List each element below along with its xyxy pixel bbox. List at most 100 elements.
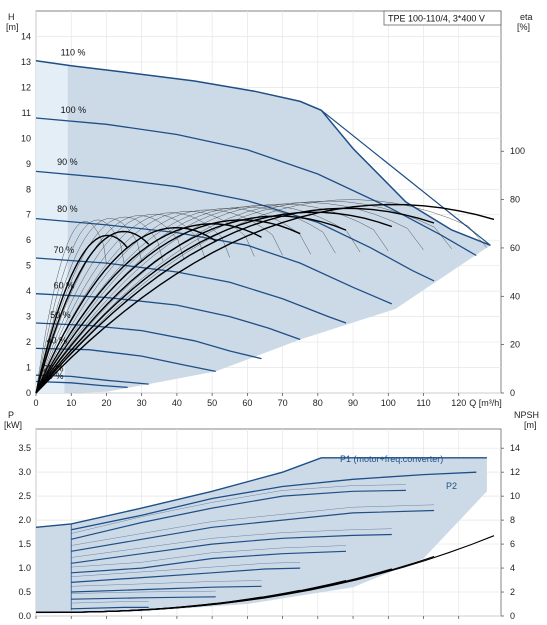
- eta-curve: [35, 215, 347, 394]
- y2-tick-label: 80: [510, 195, 520, 205]
- low-flow-area: [36, 60, 68, 393]
- x-tick-label: 60: [242, 398, 252, 408]
- speed-curve-label: 50 %: [50, 310, 71, 320]
- y-tick-label: 2: [26, 337, 31, 347]
- x-tick-label: 30: [137, 398, 147, 408]
- x-tick-label: 100: [381, 398, 396, 408]
- x-axis-label: Q [m³/h]: [469, 398, 502, 408]
- y-tick-label: 11: [22, 108, 31, 118]
- eta-curve-thin: [35, 219, 125, 394]
- x-tick-label: 120: [451, 398, 466, 408]
- y2-tick-label: 20: [510, 340, 520, 350]
- y-tick-label: 10: [21, 133, 31, 143]
- eta-curve-thin: [35, 218, 142, 394]
- efficiency-curves: [35, 199, 495, 394]
- power-curve: [71, 533, 392, 564]
- power-curve-p1: [71, 528, 392, 558]
- power-axis-label: P [kW]: [4, 410, 22, 430]
- head-axis-ticks: 0 10 20 30 40 50 60 70 80 90 100 110 120 Q [m³/h]0123…: [21, 31, 525, 408]
- power-curve: [71, 550, 347, 574]
- y2-tick-label: 10: [510, 491, 520, 501]
- power-curve-p1: [71, 504, 435, 546]
- y-tick-label: 8: [26, 184, 31, 194]
- y-tick-label: 9: [26, 159, 31, 169]
- y-tick-label: 13: [21, 57, 31, 67]
- y-tick-label: 6: [26, 235, 31, 245]
- x-tick-label: 110: [416, 398, 430, 408]
- npsh-axis-label: NPSH [m]: [514, 410, 539, 430]
- y2-tick-label: 0: [510, 611, 515, 621]
- y2-tick-label: 14: [510, 443, 520, 453]
- speed-curve-label: 70 %: [54, 245, 75, 255]
- eta-curve: [35, 223, 262, 394]
- eta-curve-thin: [35, 212, 230, 394]
- speed-curve-label: 40 %: [47, 335, 68, 345]
- eta-curve-thin: [35, 215, 185, 394]
- y2-tick-label: 60: [510, 243, 520, 253]
- speed-curve: [35, 293, 301, 341]
- power-curve: [71, 489, 406, 540]
- y2-tick-label: 12: [510, 467, 520, 477]
- y-tick-label: 4: [26, 286, 31, 296]
- y-tick-label: 0.5: [18, 587, 31, 597]
- x-tick-label: 40: [172, 398, 182, 408]
- p1-series-label: P1 (motor+freq.converter): [340, 454, 443, 464]
- eta-curve-thin: [35, 216, 163, 394]
- x-tick-label: 20: [101, 398, 111, 408]
- speed-curve-label: 20 %: [43, 371, 64, 381]
- power-curves: [35, 457, 487, 611]
- y-tick-label: 1.5: [18, 539, 31, 549]
- eta-curve-thin: [35, 213, 206, 394]
- x-tick-label: 80: [313, 398, 323, 408]
- speed-curve: [35, 322, 262, 360]
- x-tick-label: 0: [33, 398, 38, 408]
- y2-tick-label: 6: [510, 539, 515, 549]
- eta-curve: [35, 211, 393, 394]
- y-tick-label: 5: [26, 261, 31, 271]
- power-curve-p1: [71, 484, 406, 534]
- power-curve-p1: [71, 590, 216, 594]
- speed-curve-label: 100 %: [61, 105, 87, 115]
- npsh-curves: [35, 535, 495, 613]
- speed-curve-label: 90 %: [57, 157, 78, 167]
- speed-curve-labels: 110 % 100 % 90 % 80 % 70 % 60 % 50 % 40 % 25 %20…: [43, 48, 86, 381]
- y-tick-label: 1.0: [18, 563, 31, 573]
- y-tick-label: 3.5: [18, 443, 31, 453]
- speed-curve: [35, 380, 128, 389]
- eta-curve: [35, 207, 435, 394]
- eta-curve: [35, 219, 301, 394]
- speed-curve: [35, 117, 477, 257]
- x-tick-label: 70: [278, 398, 288, 408]
- power-curve: [71, 585, 262, 593]
- y-tick-label: 1: [26, 363, 31, 373]
- y-tick-label: 2.0: [18, 515, 31, 525]
- power-curve: [71, 509, 435, 552]
- y2-tick-label: 100: [510, 146, 525, 156]
- speed-curve: [35, 217, 393, 305]
- eta-curve-thin: [35, 221, 107, 394]
- speed-curve-label: 110 %: [61, 48, 86, 58]
- p2-curve: [71, 471, 477, 531]
- eta-curve: [35, 230, 150, 394]
- speed-curve: [35, 59, 491, 246]
- power-curve: [71, 567, 301, 583]
- eta-axis-label: eta [%]: [517, 12, 533, 32]
- y-tick-label: 3: [26, 312, 31, 322]
- head-axis-label: H [m]: [6, 12, 19, 32]
- speed-curve-label: 25 %: [43, 363, 64, 373]
- y-tick-label: 14: [21, 31, 31, 41]
- speed-curve-label: 80 %: [57, 204, 78, 214]
- y-tick-label: 3.0: [18, 467, 31, 477]
- eta-curve-thin: [35, 202, 424, 394]
- power-area: [36, 457, 487, 614]
- x-tick-label: 90: [348, 398, 358, 408]
- max-flow-boundary: [320, 109, 491, 246]
- y2-tick-label: 40: [510, 291, 520, 301]
- x-tick-label: 10: [66, 398, 76, 408]
- operating-region: [36, 60, 491, 393]
- power-curve-p1: [71, 562, 301, 577]
- p1-envelope-curve: [35, 457, 487, 528]
- power-curve-p1: [71, 545, 347, 568]
- y2-tick-label: 0: [510, 388, 515, 398]
